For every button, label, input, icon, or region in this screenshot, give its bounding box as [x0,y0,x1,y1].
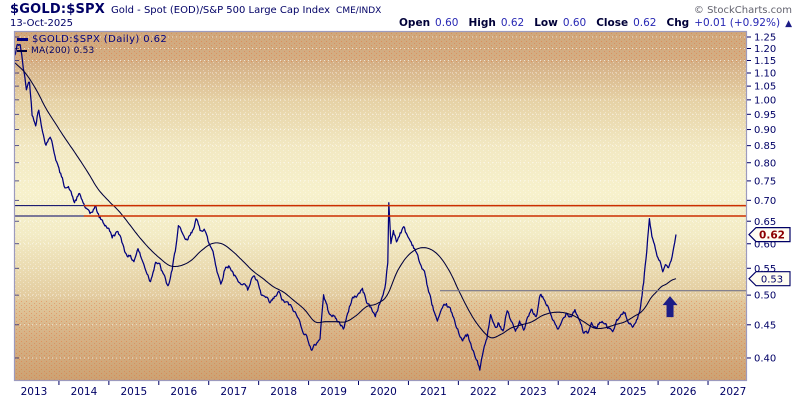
overlay-trendlines [15,204,746,318]
last-price-badge [748,227,791,243]
axes: 0.40 0.45 0.50 0.55 0.60 0.65 0.70 0.75 0.80 0.85… [13,30,776,398]
y-axis-tick-label: 0.40 [754,354,776,365]
up-triangle-icon: ▲ [785,19,792,29]
chart-legend: $GOLD:$SPX (Daily) 0.62 MA(200) 0.53 [17,34,167,57]
ma-value-badge-value: 0.53 [761,275,783,286]
high-value: 0.62 [500,17,525,29]
chart-date: 13-Oct-2025 [10,18,73,29]
x-axis-year-label: 2023 [520,386,547,398]
change-label: Chg [666,17,690,29]
chart-header-row-1: $GOLD:$SPX Gold - Spot (EOD)/S&P 500 Lar… [10,2,792,17]
chart-header-row-2: 13-Oct-2025 Open 0.60 High 0.62 Low 0.60… [10,17,792,29]
y-axis-tick-label: 0.85 [754,141,776,152]
low-label: Low [534,17,558,29]
y-axis-tick-label: 1.05 [754,82,776,93]
y-axis-tick-label: 0.65 [754,217,776,228]
x-axis-year-label: 2027 [720,386,747,398]
low-value: 0.60 [562,17,587,29]
close-label: Close [596,17,629,29]
x-axis-year-label: 2015 [120,386,147,398]
high-label: High [468,17,496,29]
open-label: Open [399,17,431,29]
y-axis-tick-label: 0.70 [754,196,776,207]
grid-lines [16,36,745,359]
y-axis-tick-label: 0.55 [754,264,776,275]
y-axis-tick-label: 1.25 [754,33,776,44]
up-arrow-annotation [662,296,678,318]
y-axis-tick-label: 0.80 [754,158,776,169]
y-axis-tick-label: 0.75 [754,176,776,187]
symbol-title: $GOLD:$SPX [10,2,105,17]
copyright-label: © StockCharts.com [693,5,792,16]
y-axis-tick-label: 0.60 [754,239,776,250]
exchange-label: CME/INDX [336,6,382,16]
x-axis-year-label: 2022 [470,386,497,398]
legend-price-label: $GOLD:$SPX (Daily) 0.62 [32,34,168,45]
legend-ma-row: MA(200) 0.53 [17,46,167,56]
x-axis-year-label: 2024 [570,386,597,398]
x-axis-year-label: 2018 [270,386,297,398]
x-axis-year-label: 2025 [620,386,647,398]
ma-value-badge [748,271,791,287]
close-value: 0.62 [633,17,657,29]
last-price-badge-value: 0.62 [759,229,785,241]
ma-line-swatch-icon [17,50,27,52]
x-axis-year-label: 2021 [420,386,447,398]
x-axis-year-label: 2016 [170,386,197,398]
y-axis-tick-label: 1.15 [754,56,776,67]
x-axis-year-label: 2026 [670,386,697,398]
ohlc-quote-row: Open 0.60 High 0.62 Low 0.60 Close 0.62 … [394,17,792,29]
y-axis-tick-label: 1.20 [754,44,776,55]
change-value: +0.01 (+0.92%) [694,17,781,29]
x-axis-year-label: 2017 [220,386,247,398]
legend-ma-label: MA(200) 0.53 [31,46,95,56]
y-axis-tick-label: 1.10 [754,69,776,80]
legend-price-row: $GOLD:$SPX (Daily) 0.62 [17,34,167,45]
y-axis-tick-label: 0.50 [754,291,776,302]
x-axis-year-label: 2020 [370,386,397,398]
y-axis-tick-label: 0.90 [754,125,776,136]
x-axis-year-label: 2013 [21,386,48,398]
price-badges: 0.62 0.53 [748,227,791,287]
y-axis-tick-label: 0.45 [754,320,776,331]
x-axis-year-label: 2019 [320,386,347,398]
ma-200-line [15,62,677,339]
y-axis-tick-label: 0.95 [754,110,776,121]
plot-border [13,30,748,382]
x-axis-year-label: 2014 [71,386,98,398]
y-axis-tick-label: 1.00 [754,95,776,106]
dither-bottom [15,300,746,380]
data-series [15,43,677,371]
price-line-swatch-icon [17,38,28,41]
chart-description: Gold - Spot (EOD)/S&P 500 Large Cap Inde… [111,5,331,16]
open-value: 0.60 [435,17,459,29]
